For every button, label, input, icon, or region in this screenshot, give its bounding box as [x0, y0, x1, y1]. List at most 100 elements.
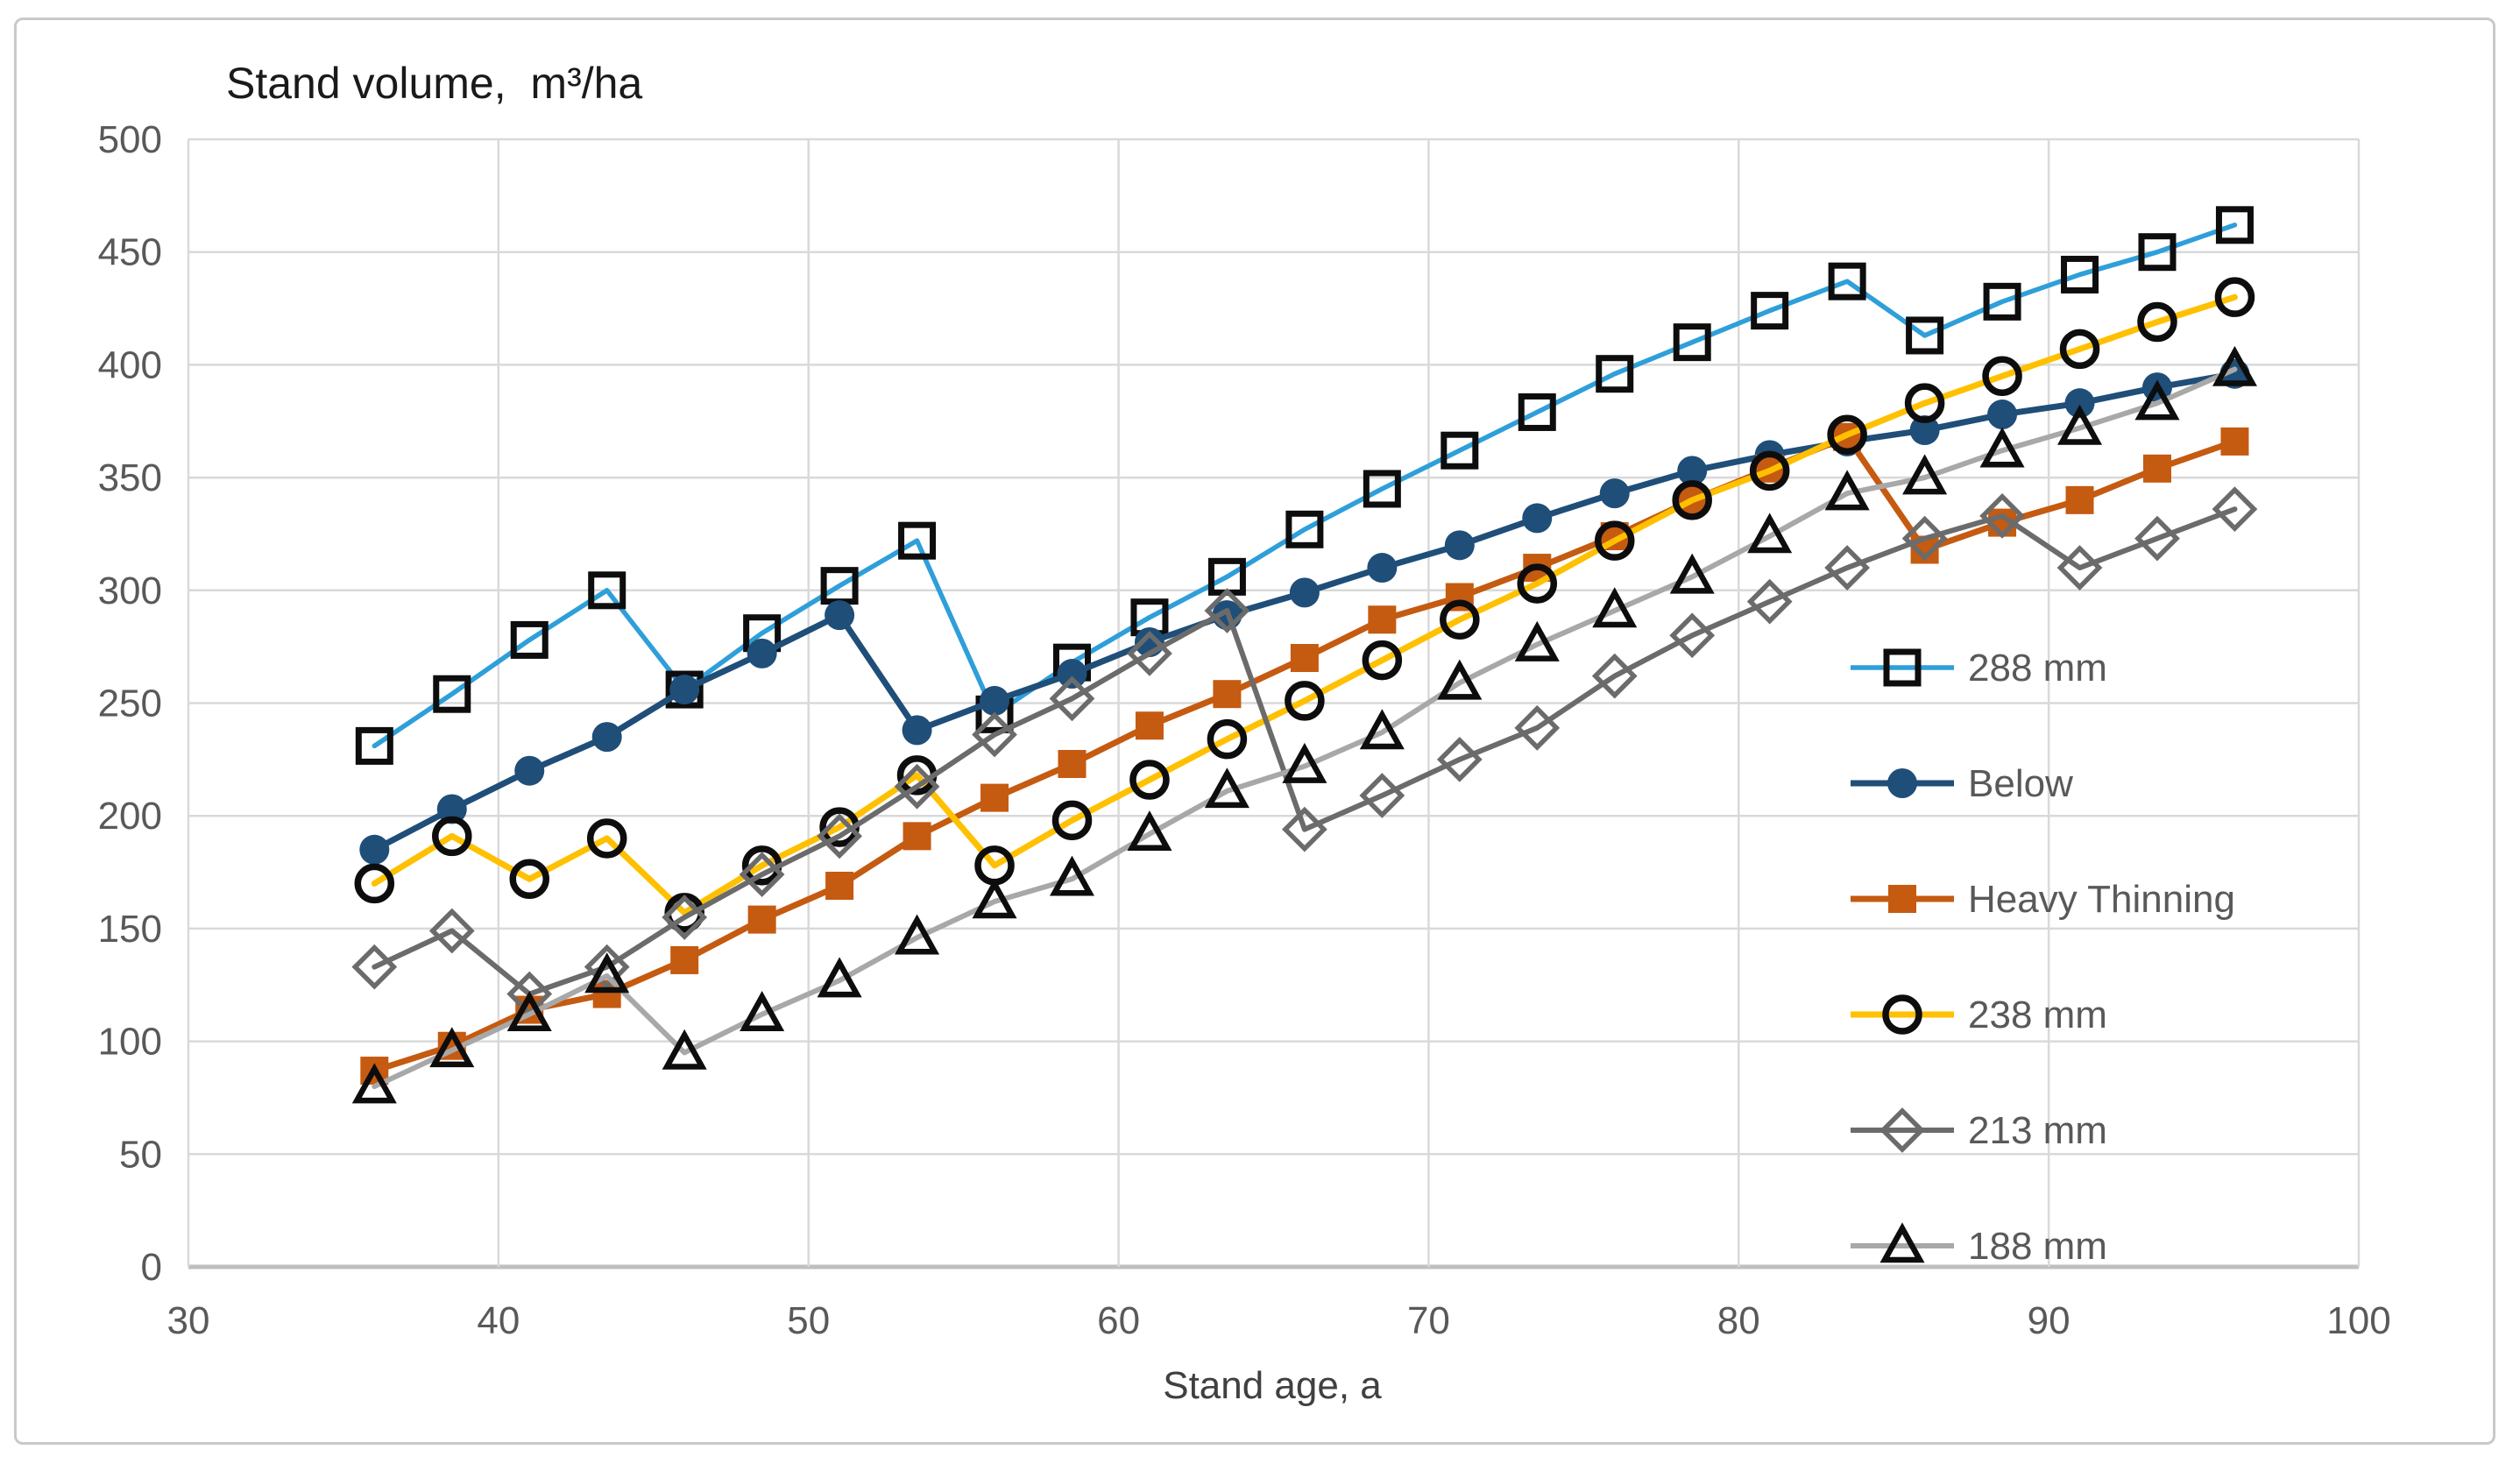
legend-label-288-mm: 288 mm [1968, 647, 2107, 690]
square-marker-icon [2220, 427, 2249, 456]
marker-213-mm [894, 763, 940, 810]
legend-item-188-mm: 188 mm [1851, 1222, 2107, 1268]
circle-marker-icon [1051, 800, 1093, 841]
marker-213-mm [1591, 653, 1638, 699]
marker-188-mm [972, 878, 1017, 919]
marker-below [1599, 478, 1630, 509]
series-line-213-mm [372, 506, 2238, 997]
diamond-marker-icon [1359, 773, 1405, 818]
marker-213-mm [2134, 515, 2180, 562]
square-marker-icon [1441, 431, 1479, 470]
marker-below [359, 834, 390, 865]
triangle-marker-icon [1824, 470, 1870, 511]
circle-marker-icon [2137, 301, 2177, 343]
marker-188-mm [1824, 470, 1870, 511]
square-marker-icon [433, 675, 471, 713]
marker-heavy-thinning [903, 822, 931, 851]
marker-188-mm [817, 957, 862, 998]
square-marker-icon [825, 871, 854, 900]
marker-288-mm [2061, 255, 2099, 293]
square-marker-icon [510, 620, 549, 659]
triangle-marker-icon [1049, 855, 1095, 896]
square-marker-icon [1751, 292, 1789, 330]
marker-188-mm [506, 991, 552, 1031]
marker-188-mm [1049, 855, 1095, 896]
marker-below [825, 600, 855, 631]
marker-238-mm [509, 859, 549, 900]
marker-238-mm [1827, 414, 1867, 455]
marker-188-mm [2134, 379, 2180, 421]
y-tick-400: 400 [98, 343, 162, 386]
marker-188-mm [1514, 620, 1560, 661]
marker-213-mm [1979, 492, 2025, 539]
circle-marker-icon [1207, 718, 1248, 760]
legend-marker-213-mm [1879, 1107, 1925, 1153]
marker-213-mm [662, 895, 708, 940]
x-tick-90: 90 [2028, 1299, 2071, 1342]
marker-288-mm [665, 670, 704, 709]
triangle-marker-icon [1592, 587, 1638, 628]
y-tick-350: 350 [98, 456, 162, 499]
marker-heavy-thinning [1213, 680, 1242, 709]
diamond-marker-icon [2134, 515, 2180, 562]
circle-marker-icon [1677, 456, 1708, 486]
legend-label-below: Below [1968, 762, 2073, 805]
diamond-marker-icon [351, 944, 398, 990]
circle-marker-icon [1367, 553, 1398, 583]
marker-188-mm [429, 1027, 475, 1068]
triangle-marker-icon [1359, 709, 1405, 750]
series-238-mm [354, 277, 2255, 933]
y-tick-300: 300 [98, 569, 162, 612]
square-marker-icon [1368, 605, 1397, 634]
legend-label-213-mm: 213 mm [1968, 1109, 2107, 1152]
diamond-marker-icon [739, 852, 785, 898]
square-marker-icon [1518, 393, 1556, 431]
circle-marker-icon [432, 816, 472, 857]
series-below [359, 358, 2250, 865]
square-marker-icon [1828, 262, 1866, 301]
diamond-marker-icon [1204, 588, 1250, 633]
marker-heavy-thinning [747, 905, 776, 934]
square-marker-icon [2065, 485, 2094, 514]
triangle-marker-icon [1204, 767, 1249, 809]
circle-marker-icon [902, 715, 932, 746]
marker-188-mm [1282, 742, 1327, 783]
x-tick-40: 40 [477, 1299, 520, 1342]
square-marker-icon [1285, 510, 1324, 548]
series-213-mm [351, 486, 2258, 1017]
marker-below [2064, 388, 2095, 419]
marker-213-mm [1436, 736, 1483, 782]
marker-213-mm [1049, 675, 1095, 722]
legend-item-213-mm: 213 mm [1851, 1107, 2107, 1153]
square-marker-icon [1213, 680, 1242, 709]
marker-heavy-thinning [2142, 454, 2171, 483]
marker-213-mm [2212, 486, 2258, 533]
square-marker-icon [1363, 470, 1401, 508]
marker-288-mm [433, 675, 471, 713]
marker-213-mm [1514, 704, 1561, 751]
gridlines [187, 138, 2361, 1269]
square-marker-icon [1596, 355, 1634, 393]
marker-188-mm [740, 991, 785, 1031]
marker-below [591, 722, 622, 753]
marker-below [1289, 577, 1320, 608]
marker-238-mm [1594, 520, 1635, 561]
triangle-marker-icon [1747, 513, 1793, 554]
diamond-marker-icon [1746, 578, 1793, 625]
marker-heavy-thinning [1058, 749, 1087, 778]
marker-213-mm [817, 813, 862, 859]
legend-marker-288-mm [1883, 648, 1922, 687]
y-tick-200: 200 [98, 795, 162, 838]
series-layer [351, 206, 2258, 1104]
triangle-marker-icon [506, 991, 552, 1031]
circle-marker-icon [1289, 577, 1320, 608]
legend-label-heavy-thinning: Heavy Thinning [1968, 878, 2235, 921]
marker-below [514, 755, 545, 786]
diamond-marker-icon [1127, 630, 1172, 676]
triangle-marker-icon [584, 952, 630, 994]
square-marker-icon [355, 726, 393, 765]
circle-marker-icon [2214, 277, 2255, 317]
marker-288-mm [2138, 233, 2177, 272]
triangle-marker-icon [740, 991, 785, 1031]
marker-below [980, 685, 1010, 716]
